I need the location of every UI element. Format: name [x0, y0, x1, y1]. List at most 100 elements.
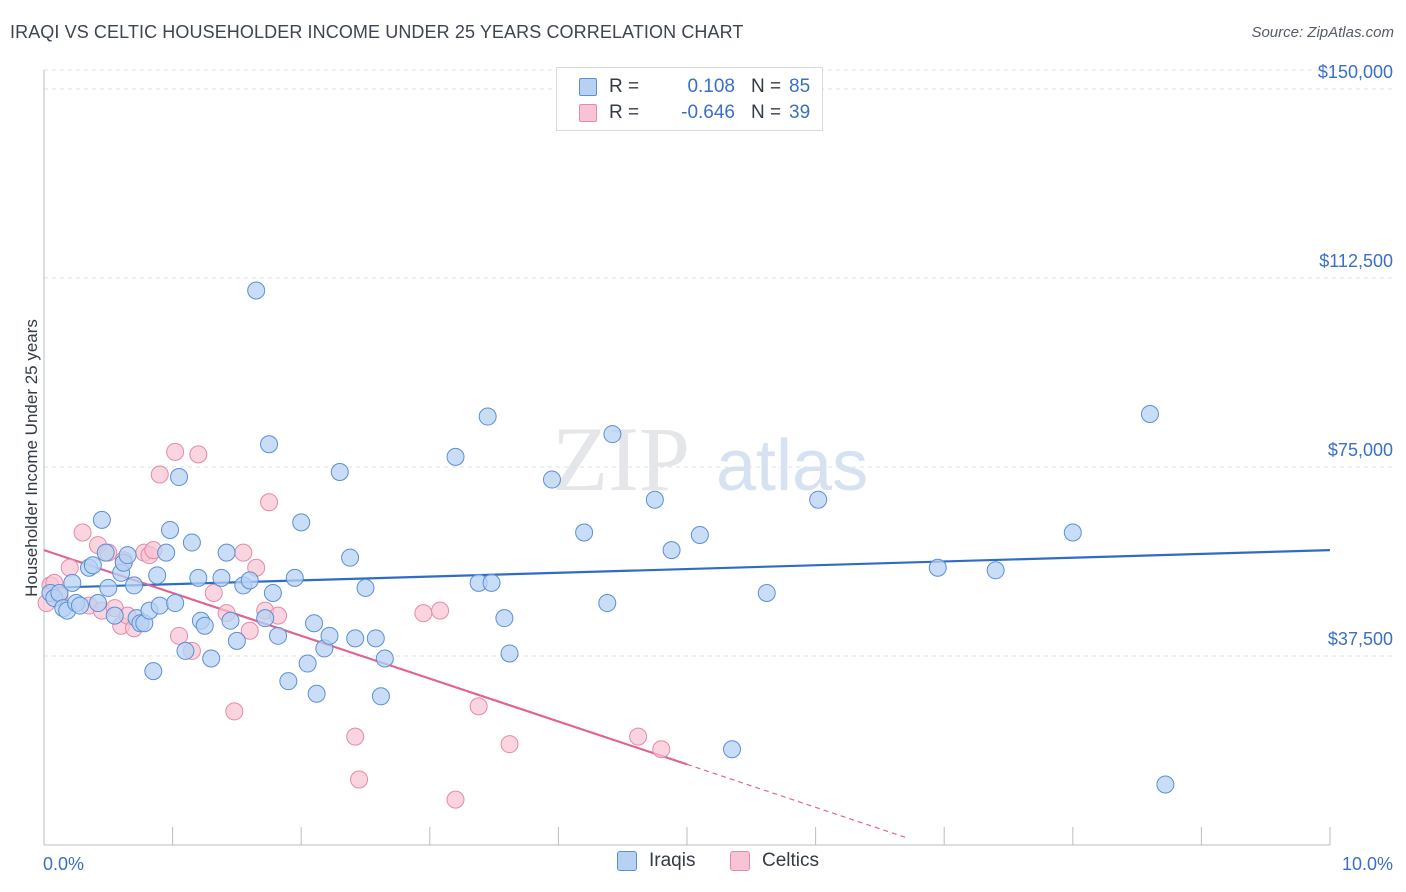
celtics-point[interactable]	[431, 601, 450, 620]
celtics-point[interactable]	[469, 697, 488, 716]
y-tick-label: $112,500	[1319, 251, 1393, 271]
celtics-point[interactable]	[73, 523, 92, 542]
iraqis-point[interactable]	[247, 281, 266, 300]
iraqis-point[interactable]	[928, 558, 947, 577]
iraqis-point[interactable]	[125, 576, 144, 595]
iraqis-point[interactable]	[150, 596, 169, 615]
celtics-legend-label: Celtics	[762, 850, 820, 871]
iraqis-point[interactable]	[221, 611, 240, 630]
celtics-point[interactable]	[204, 583, 223, 602]
iraqis-point[interactable]	[240, 571, 259, 590]
iraqis-point[interactable]	[148, 566, 167, 585]
iraqis-point[interactable]	[285, 568, 304, 587]
iraqis-point[interactable]	[176, 641, 195, 660]
iraqis-point[interactable]	[723, 740, 742, 759]
iraqis-point[interactable]	[157, 543, 176, 562]
iraqis-point[interactable]	[260, 435, 279, 454]
celtics-point[interactable]	[166, 442, 185, 461]
celtics-point[interactable]	[446, 790, 465, 809]
iraqis-point[interactable]	[182, 533, 201, 552]
celtics-point[interactable]	[260, 493, 279, 512]
axes	[43, 70, 1331, 846]
iraqis-point[interactable]	[161, 520, 180, 539]
iraqis-point[interactable]	[227, 631, 246, 650]
iraqis-point[interactable]	[96, 543, 115, 562]
celtics-point[interactable]	[170, 626, 189, 645]
celtics-point[interactable]	[225, 702, 244, 721]
iraqis-point[interactable]	[341, 548, 360, 567]
iraqis-point[interactable]	[690, 526, 709, 544]
iraqis-point[interactable]	[1140, 405, 1159, 424]
zipatlas-watermark: ZIP atlas	[552, 408, 868, 510]
legend-n-label: N =	[751, 102, 782, 123]
legend-item-celtics[interactable]: Celtics	[730, 850, 819, 872]
iraqis-point[interactable]	[195, 616, 214, 635]
iraqis-point[interactable]	[63, 573, 82, 592]
iraqis-point[interactable]	[89, 594, 108, 613]
iraqis-point[interactable]	[263, 583, 282, 602]
iraqis-point[interactable]	[371, 687, 390, 706]
iraqis-point[interactable]	[71, 596, 90, 615]
iraqis-point[interactable]	[356, 578, 375, 597]
celtics-point[interactable]	[414, 604, 433, 623]
celtics-point[interactable]	[240, 621, 259, 640]
iraqis-point[interactable]	[105, 606, 124, 625]
x-tick-label-right: 10.0%	[1342, 854, 1393, 874]
iraqis-point[interactable]	[645, 490, 664, 509]
iraqis-point[interactable]	[144, 662, 163, 681]
celtics-point[interactable]	[629, 727, 648, 746]
iraqis-point[interactable]	[478, 407, 497, 426]
iraqis-point[interactable]	[292, 513, 311, 532]
iraqis-point[interactable]	[809, 490, 828, 509]
iraqis-point[interactable]	[217, 543, 236, 562]
iraqis-point[interactable]	[375, 649, 394, 668]
chart-title: IRAQI VS CELTIC HOUSEHOLDER INCOME UNDER…	[10, 22, 744, 42]
iraqis-point[interactable]	[575, 523, 594, 542]
iraqis-point[interactable]	[598, 594, 617, 613]
iraqis-point[interactable]	[495, 609, 514, 628]
legend-r-label: R =	[609, 102, 640, 123]
iraqis-point[interactable]	[269, 626, 288, 645]
iraqis-point[interactable]	[202, 649, 221, 668]
iraqis-point[interactable]	[189, 568, 208, 587]
iraqis-point[interactable]	[603, 425, 622, 444]
legend-r-value: -0.646	[681, 102, 735, 123]
iraqis-point[interactable]	[662, 541, 681, 560]
iraqis-point[interactable]	[366, 629, 385, 648]
iraqis-point[interactable]	[500, 644, 519, 663]
celtics-point[interactable]	[150, 465, 169, 484]
iraqis-point[interactable]	[256, 609, 275, 628]
celtics-point[interactable]	[189, 445, 208, 464]
iraqis-point[interactable]	[83, 556, 102, 575]
celtics-point[interactable]	[60, 558, 79, 577]
iraqis-point[interactable]	[542, 470, 561, 489]
iraqis-point[interactable]	[307, 684, 326, 703]
celtics-point[interactable]	[350, 770, 369, 789]
legend-row-celtics: R = -0.646 N = 39	[579, 100, 810, 126]
celtics-point[interactable]	[234, 543, 253, 562]
iraqis-point[interactable]	[118, 546, 137, 565]
iraqis-point[interactable]	[482, 573, 501, 592]
iraqis-point[interactable]	[305, 614, 324, 633]
iraqis-point[interactable]	[330, 462, 349, 481]
iraqis-point[interactable]	[446, 447, 465, 466]
celtics-point[interactable]	[652, 740, 671, 759]
iraqis-point[interactable]	[298, 654, 317, 673]
iraqis-point[interactable]	[1063, 523, 1082, 542]
celtics-point[interactable]	[346, 727, 365, 746]
legend-n-value: 39	[789, 102, 811, 123]
iraqis-point[interactable]	[346, 629, 365, 648]
iraqis-point[interactable]	[320, 626, 339, 645]
iraqis-point[interactable]	[1156, 775, 1175, 794]
iraqis-point[interactable]	[166, 594, 185, 613]
iraqis-point[interactable]	[92, 510, 111, 529]
legend-item-iraqis[interactable]: Iraqis	[617, 850, 695, 872]
iraqis-point[interactable]	[212, 568, 231, 587]
iraqis-point[interactable]	[757, 583, 776, 602]
iraqis-point[interactable]	[279, 672, 298, 691]
celtics-trend-line	[43, 549, 688, 766]
iraqis-point[interactable]	[986, 561, 1005, 580]
celtics-point[interactable]	[500, 735, 519, 754]
iraqis-point[interactable]	[99, 578, 118, 597]
iraqis-point[interactable]	[170, 468, 189, 487]
